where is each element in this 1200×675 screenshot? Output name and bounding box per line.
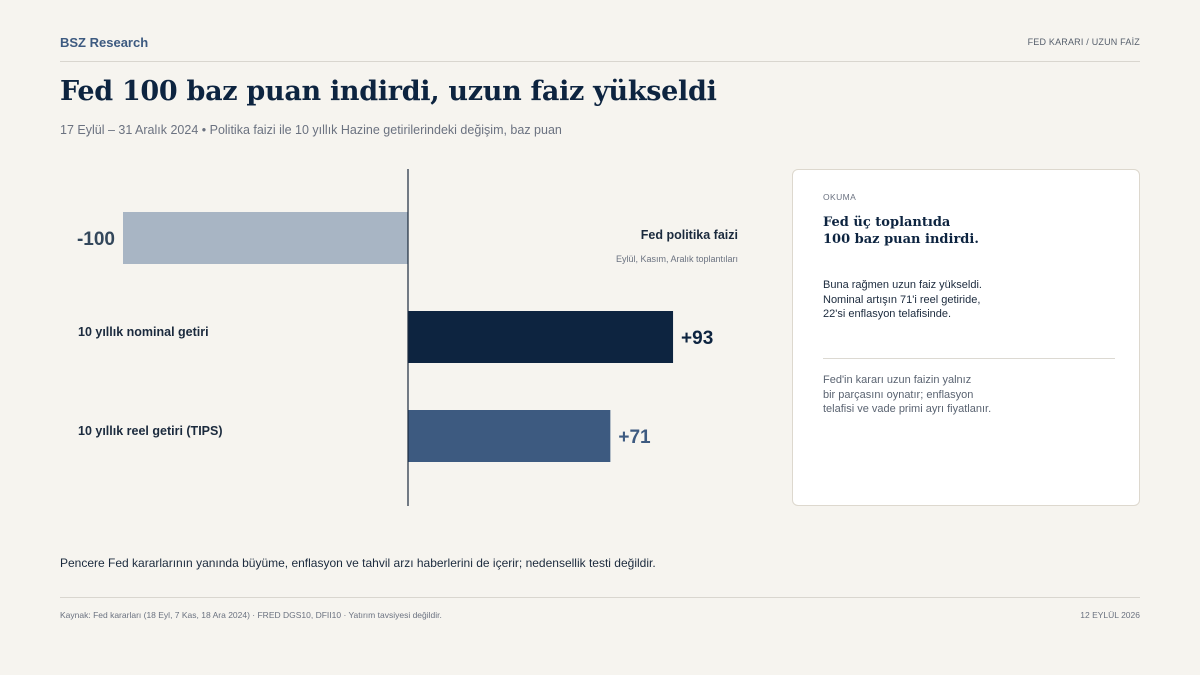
value-label-2: +71 (618, 427, 651, 448)
reading-panel: OKUMA Fed üç toplantıda 100 baz puan ind… (792, 169, 1140, 506)
brand-name: BSZ Research (60, 35, 149, 50)
bar-0 (123, 212, 408, 264)
category-note-0: Eylül, Kasım, Aralık toplantıları (616, 254, 738, 264)
value-label-0: -100 (77, 229, 115, 250)
section-tag: FED KARARI / UZUN FAİZ (1027, 37, 1140, 47)
category-label-0: Fed politika faizi (641, 228, 738, 242)
header-divider (60, 61, 1140, 62)
bar-2 (408, 410, 611, 462)
panel-body: Buna rağmen uzun faiz yükseldi. Nominal … (823, 279, 982, 320)
footer-date: 12 EYLÜL 2026 (1080, 610, 1140, 620)
panel-note: Fed'in kararı uzun faizin yalnız bir par… (823, 374, 992, 415)
category-label-1: 10 yıllık nominal getiri (78, 325, 209, 339)
value-label-1: +93 (681, 328, 713, 349)
footer-divider (60, 597, 1140, 598)
panel-headline: Fed üç toplantıda 100 baz puan indirdi. (823, 215, 979, 247)
bar-1 (408, 311, 674, 363)
page-title: Fed 100 baz puan indirdi, uzun faiz yüks… (60, 76, 717, 107)
category-label-2: 10 yıllık reel getiri (TIPS) (78, 424, 223, 438)
page-subtitle: 17 Eylül – 31 Aralık 2024 • Politika fai… (60, 123, 562, 137)
source-note: Kaynak: Fed kararları (18 Eyl, 7 Kas, 18… (60, 610, 442, 620)
bar-chart: -100 Fed politika faizi Eylül, Kasım, Aral… (77, 169, 738, 506)
panel-tag: OKUMA (823, 192, 857, 202)
footnote: Pencere Fed kararlarının yanında büyüme,… (60, 556, 656, 570)
panel-divider (823, 358, 1115, 359)
